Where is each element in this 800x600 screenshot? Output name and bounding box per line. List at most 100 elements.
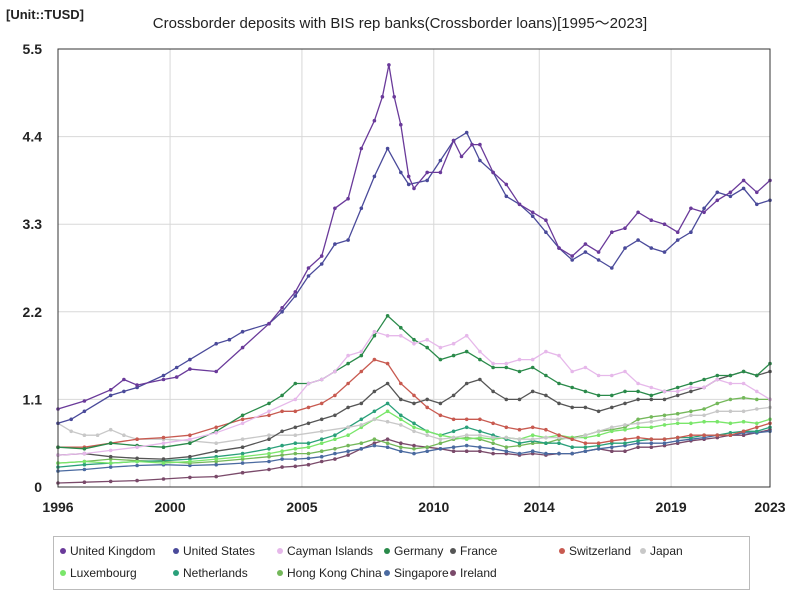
data-point-japan (675, 417, 680, 422)
data-point-switzerland (675, 435, 680, 440)
data-point-luxembourg (438, 433, 443, 438)
data-point-germany (372, 333, 377, 338)
data-point-singapore (385, 445, 390, 450)
data-point-united-states (174, 365, 179, 370)
legend-marker (173, 570, 179, 576)
data-point-hong-kong-china (333, 447, 337, 451)
data-point-united-kingdom (451, 138, 456, 143)
data-point-japan (399, 423, 403, 427)
data-point-united-kingdom (174, 375, 179, 379)
data-point-switzerland (557, 433, 561, 438)
legend-marker (450, 548, 456, 554)
data-point-united-states (108, 393, 113, 398)
data-point-japan (346, 425, 350, 430)
data-point-netherlands (267, 447, 271, 451)
data-point-ireland (610, 449, 614, 454)
data-point-cayman-islands (596, 373, 601, 378)
data-point-germany (517, 369, 522, 374)
data-point-singapore (399, 449, 403, 454)
data-point-united-states (623, 246, 627, 250)
data-point-united-kingdom (504, 182, 509, 187)
data-point-united-states (675, 238, 680, 242)
data-point-switzerland (359, 369, 364, 374)
data-point-united-states (372, 174, 377, 179)
data-point-netherlands (636, 439, 640, 443)
series-luxembourg (56, 409, 772, 465)
y-tick-label: 2.2 (23, 304, 43, 320)
data-point-united-kingdom (280, 306, 284, 310)
data-point-hong-kong-china (438, 441, 443, 446)
data-point-united-states (728, 194, 733, 199)
data-point-singapore (135, 463, 139, 468)
data-point-united-states (464, 130, 469, 135)
plot-frame (57, 48, 771, 488)
data-point-hong-kong-china (689, 409, 693, 414)
legend-marker (60, 548, 66, 554)
data-point-france (108, 454, 113, 459)
data-point-luxembourg (689, 421, 693, 426)
data-point-cayman-islands (702, 385, 706, 390)
data-point-united-states (188, 357, 192, 362)
x-tick-label: 2010 (418, 499, 449, 515)
series-cayman-islands (56, 329, 772, 457)
series-line-united-kingdom (57, 64, 771, 410)
data-point-united-kingdom (333, 206, 337, 211)
data-point-hong-kong-china (306, 451, 311, 456)
data-point-japan (544, 435, 548, 440)
y-tick-label: 4.4 (23, 129, 43, 145)
data-point-germany (557, 381, 561, 386)
data-point-france (188, 454, 192, 459)
data-point-cayman-islands (425, 337, 430, 342)
data-point-united-states (385, 146, 390, 151)
data-point-japan (478, 433, 482, 438)
data-point-cayman-islands (662, 389, 667, 394)
data-point-united-states (280, 310, 284, 314)
data-point-united-states (82, 409, 87, 414)
data-point-japan (95, 433, 100, 438)
data-point-germany (451, 353, 456, 358)
data-point-singapore (372, 443, 377, 448)
data-point-netherlands (280, 443, 284, 448)
x-tick-label: 2000 (154, 499, 185, 515)
data-point-cayman-islands (161, 441, 166, 446)
data-point-netherlands (478, 429, 482, 434)
data-point-united-states (702, 206, 706, 211)
data-point-cayman-islands (214, 431, 218, 435)
data-point-germany (530, 365, 535, 370)
data-point-japan (517, 437, 522, 442)
data-point-germany (188, 441, 192, 446)
data-point-united-states (649, 246, 654, 250)
data-point-germany (610, 393, 614, 398)
data-point-ireland (412, 443, 416, 448)
data-point-cayman-islands (385, 333, 390, 338)
data-point-united-kingdom (392, 95, 397, 99)
data-point-switzerland (438, 413, 443, 418)
data-point-germany (504, 365, 509, 370)
data-point-france (610, 405, 614, 410)
data-point-united-kingdom (399, 122, 403, 127)
y-tick-label: 3.3 (23, 216, 43, 232)
data-point-netherlands (372, 409, 377, 414)
data-point-united-kingdom (425, 170, 430, 175)
data-point-united-states (161, 373, 166, 378)
data-point-netherlands (517, 441, 522, 446)
data-point-japan (293, 433, 298, 438)
data-point-cayman-islands (359, 349, 364, 354)
data-point-cayman-islands (636, 381, 640, 386)
legend-item-luxembourg: Luxembourg (60, 566, 137, 580)
data-point-ireland (240, 470, 245, 475)
data-point-japan (689, 413, 693, 418)
data-point-hong-kong-china (293, 451, 298, 456)
series-switzerland (56, 357, 772, 450)
data-point-cayman-islands (412, 341, 416, 346)
data-point-singapore (438, 447, 443, 451)
data-point-luxembourg (425, 429, 430, 434)
data-point-united-kingdom (438, 170, 443, 175)
chart-canvas: 0 1.1 2.2 3.3 4.4 5.5 1996 2000 2005 2010 2014 2019… (23, 41, 786, 515)
data-point-ireland (188, 475, 192, 480)
data-point-france (623, 401, 627, 406)
data-point-japan (69, 429, 73, 434)
data-point-ireland (161, 477, 166, 481)
grid-lines (58, 48, 770, 487)
data-point-germany (583, 389, 588, 394)
